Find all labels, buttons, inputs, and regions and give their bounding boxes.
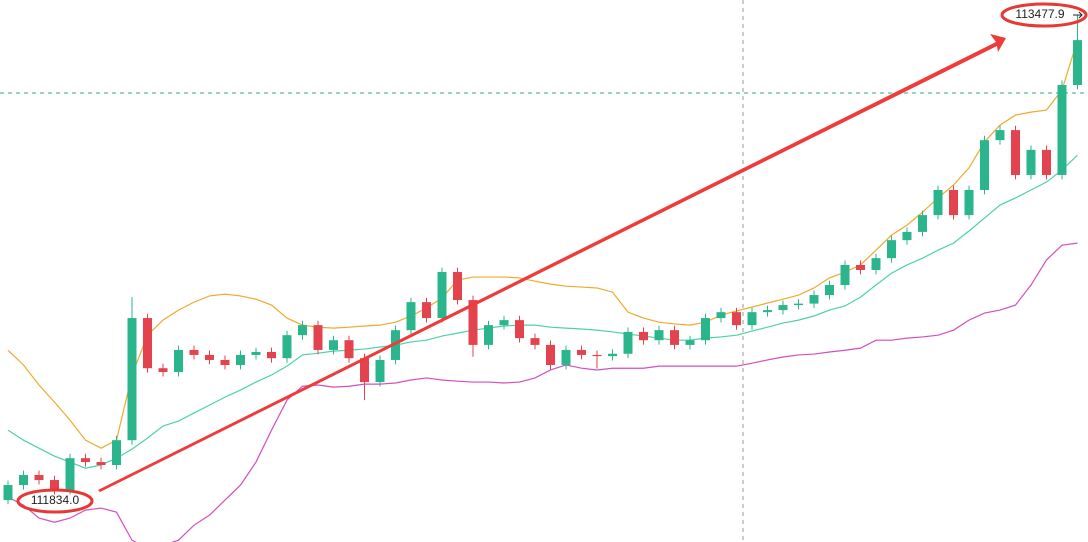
candle-body [127, 318, 137, 441]
candle-body [437, 272, 447, 319]
annotation-ellipse [16, 488, 94, 514]
bands [7, 39, 1079, 542]
candle-body [189, 349, 199, 355]
candle-body [34, 475, 44, 481]
candle-body [530, 338, 540, 345]
candle-body [1042, 149, 1051, 175]
annotation-label: 111834.0 [31, 493, 80, 507]
candle-body [685, 340, 695, 345]
candle-body [205, 354, 214, 360]
candle-body [778, 305, 788, 311]
candle-body [298, 325, 307, 336]
candle-body [313, 325, 323, 350]
candle-body [902, 231, 912, 241]
candle-body [329, 340, 338, 350]
candle-body [422, 302, 431, 319]
candle-body [1073, 40, 1082, 85]
candle-body [825, 285, 834, 296]
candle-body [344, 340, 354, 359]
candle-body [282, 335, 292, 359]
candle-body [918, 215, 927, 232]
candle-body [453, 272, 462, 301]
candle-body [3, 485, 13, 501]
candle-body [608, 353, 617, 357]
candle-body [1011, 130, 1020, 175]
annotations: 111834.0 113477.9 [16, 2, 1088, 514]
candle-body [840, 264, 850, 286]
candle-body [406, 302, 416, 331]
candle-body [701, 318, 710, 341]
candle-body [81, 458, 90, 463]
candle-body [267, 351, 276, 359]
candle-body [1026, 149, 1036, 175]
candle-body [639, 331, 648, 341]
candle-body [716, 312, 726, 319]
candle-body [949, 190, 958, 216]
candle-body [747, 312, 757, 326]
candle-body [887, 240, 896, 259]
trend-arrow [98, 34, 1006, 492]
candle-body [933, 190, 943, 216]
candle-body [856, 264, 865, 270]
candle-body [871, 258, 881, 270]
candle-body [515, 320, 524, 339]
candle-body [980, 140, 989, 191]
candle-body [19, 475, 28, 486]
annotation-label: 113477.9 [1015, 7, 1064, 21]
candle-body [732, 312, 741, 326]
label-arrow [1073, 11, 1083, 19]
band-line [7, 242, 1078, 542]
band-line [7, 39, 1079, 449]
candle-body [220, 359, 230, 365]
candles [3, 15, 1082, 505]
candle-body [623, 331, 633, 354]
candle-body [375, 359, 385, 383]
candle-body [96, 462, 106, 465]
candle-body [251, 351, 261, 355]
candle-body [174, 349, 183, 373]
candle-body [468, 300, 478, 345]
candle-body [65, 458, 75, 491]
candle-body [809, 295, 819, 304]
candle-body [794, 303, 803, 306]
candle-body [158, 368, 168, 373]
candle-body [112, 440, 121, 465]
candle-body [964, 190, 974, 216]
candle-body [360, 358, 369, 383]
candle-body [561, 349, 571, 365]
candle-body [236, 354, 245, 365]
annotation-ellipse [1000, 2, 1088, 28]
candle-body [1057, 84, 1067, 175]
candle-body [484, 325, 493, 345]
candle-body [763, 310, 772, 313]
candle-body [50, 480, 59, 491]
candle-body [654, 330, 664, 341]
candle-body [143, 318, 152, 369]
candle-body [995, 130, 1005, 141]
band-line [7, 154, 1078, 469]
candle-body [546, 344, 555, 365]
candle-body [670, 330, 679, 345]
candle-body [592, 354, 602, 357]
candle-body [577, 349, 586, 355]
candle-body [499, 320, 509, 326]
